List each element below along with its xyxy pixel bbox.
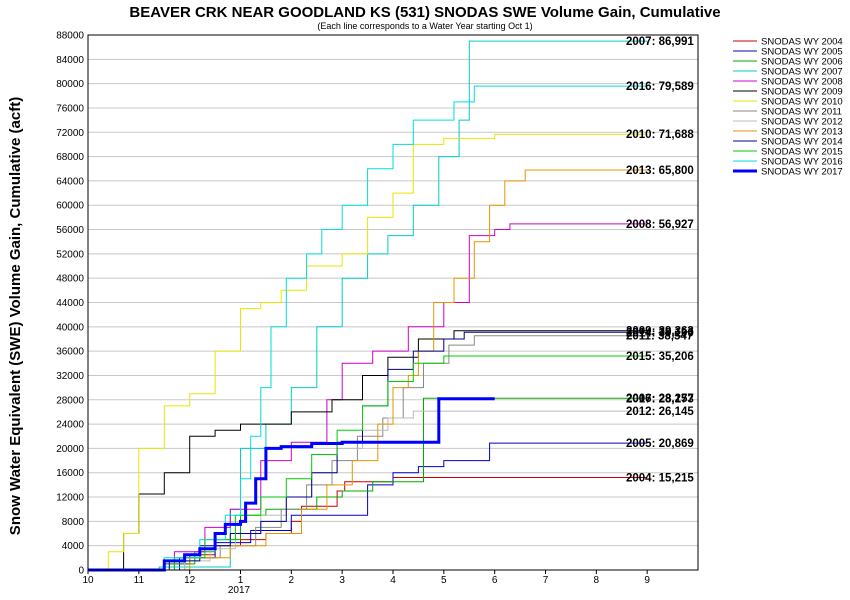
y-tick-label: 12000 (56, 493, 84, 504)
series-line (88, 133, 648, 571)
legend-item-label: SNODAS WY 2010 (761, 97, 843, 108)
x-tick-label: 8 (594, 575, 600, 586)
x-tick-label: 2 (289, 575, 295, 586)
series-line (88, 169, 648, 571)
y-tick-label: 60000 (56, 201, 84, 212)
x-tick-label: 1 (238, 575, 244, 586)
x-tick-label: 10 (82, 575, 94, 586)
chart-title: BEAVER CRK NEAR GOODLAND KS (531) SNODAS… (129, 4, 720, 21)
plot-frame (87, 34, 699, 571)
y-tick-label: 40000 (56, 322, 84, 333)
series-line (88, 442, 648, 571)
x-tick-label: 3 (339, 575, 345, 586)
x-axis-ticks: 10 11 12 1 2 3 4 5 6 7 8 9 (82, 570, 650, 586)
x-tick-label: 12 (184, 575, 196, 586)
y-tick-label: 72000 (56, 128, 84, 139)
y-tick-label: 84000 (56, 55, 84, 66)
series-end-label: 2011: 38,547 (626, 331, 693, 343)
y-tick-label: 76000 (56, 103, 84, 114)
series-line (88, 330, 648, 571)
y-tick-label: 24000 (56, 420, 84, 431)
y-axis-label: Snow Water Equivalent (SWE) Volume Gain,… (7, 97, 24, 535)
y-tick-label: 48000 (56, 274, 84, 285)
series-end-label: 2014: 39,100 (626, 327, 694, 339)
x-tick-label: 4 (390, 575, 396, 586)
x-tick-label: 9 (644, 575, 650, 586)
legend-item-label: SNODAS WY 2011 (761, 107, 842, 118)
legend-item-label: SNODAS WY 2016 (761, 157, 843, 168)
y-tick-label: 20000 (56, 444, 84, 455)
series-end-label: 2004: 15,215 (626, 472, 694, 484)
legend-item-label: SNODAS WY 2008 (761, 77, 843, 88)
series-end-label: 2010: 71,688 (626, 129, 694, 141)
y-tick-label: 0 (78, 566, 84, 577)
legend-item-label: SNODAS WY 2006 (761, 57, 843, 68)
x-tick-label: 5 (441, 575, 447, 586)
x-tick-label: 7 (543, 575, 549, 586)
x-year-label: 2017 (228, 585, 251, 596)
y-tick-label: 32000 (56, 371, 84, 382)
legend-item-label: SNODAS WY 2014 (761, 137, 843, 148)
series-end-label: 2007: 86,991 (626, 36, 694, 48)
y-tick-label: 44000 (56, 298, 84, 309)
legend-item-label: SNODAS WY 2007 (761, 67, 843, 78)
y-tick-label: 8000 (62, 517, 85, 528)
y-tick-label: 68000 (56, 152, 84, 163)
y-tick-label: 64000 (56, 176, 84, 187)
grid (88, 34, 698, 571)
series-line (88, 397, 495, 572)
series-end-label: 2017: 28,173 (626, 394, 694, 406)
series-end-label: 2006: 28,257 (626, 393, 694, 405)
y-tick-label: 88000 (56, 31, 84, 42)
series-end-label: 2009: 39,363 (626, 326, 694, 338)
chart-subtitle: (Each line corresponds to a Water Year s… (317, 21, 532, 31)
series-line (88, 397, 648, 571)
series-end-label: 2015: 35,206 (626, 351, 694, 363)
legend-item-label: SNODAS WY 2017 (761, 167, 843, 178)
y-tick-label: 4000 (62, 541, 85, 552)
series-end-label: 2005: 20,869 (626, 438, 694, 450)
x-tick-label: 6 (492, 575, 498, 586)
legend-item-label: SNODAS WY 2013 (761, 127, 843, 138)
legend-item-label: SNODAS WY 2009 (761, 87, 843, 98)
series-line (88, 331, 648, 571)
y-axis-ticks: 0 4000 8000 12000 16000 20000 24000 28000 32000 3… (56, 31, 84, 577)
y-tick-label: 16000 (56, 468, 84, 479)
legend-item-label: SNODAS WY 2004 (761, 37, 843, 48)
series-end-label: 2012: 26,145 (626, 406, 694, 418)
series-end-label: 2013: 65,800 (626, 165, 694, 177)
y-tick-label: 52000 (56, 249, 84, 260)
y-tick-label: 36000 (56, 347, 84, 358)
y-tick-label: 28000 (56, 395, 84, 406)
series-lines (88, 40, 648, 572)
series-line (88, 335, 648, 571)
legend-item-label: SNODAS WY 2012 (761, 117, 843, 128)
y-tick-label: 56000 (56, 225, 84, 236)
end-labels: 2004: 15,215 2005: 20,869 2006: 28,257 2007… (626, 36, 694, 484)
legend-item-label: SNODAS WY 2005 (761, 47, 843, 58)
y-tick-label: 80000 (56, 79, 84, 90)
series-end-label: 2008: 56,927 (626, 219, 694, 231)
series-end-label: 2016: 79,589 (626, 81, 694, 93)
series-line (88, 355, 648, 571)
series-line (88, 223, 648, 571)
legend-item-label: SNODAS WY 2015 (761, 147, 843, 158)
x-tick-label: 11 (134, 575, 145, 586)
